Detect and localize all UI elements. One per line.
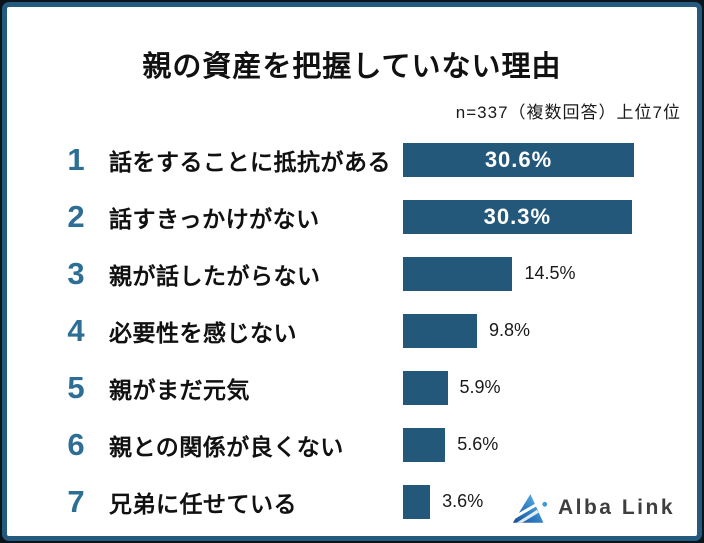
bar [403, 256, 513, 291]
value-label-outside: 5.6% [457, 434, 499, 454]
category-label: 話すきっかけがない [109, 205, 320, 232]
bar [403, 484, 431, 519]
chart-row: 3 親が話したがらない 14.5% [7, 245, 697, 302]
alba-link-logo: Alba Link [511, 492, 675, 524]
alba-link-logo-text: Alba Link [557, 496, 675, 519]
chart-row: 4 必要性を感じない 9.8% [7, 302, 697, 359]
rank-number: 2 [67, 198, 85, 234]
rank-number: 4 [67, 312, 85, 348]
category-label: 兄弟に任せている [109, 490, 297, 517]
bar [403, 313, 477, 348]
chart-row: 1 話をすることに抵抗がある 30.6% [7, 131, 697, 188]
bar-area: 14.5% [403, 256, 697, 291]
bar-chart: 1 話をすることに抵抗がある 30.6% 2 話すきっかけがない 30.3% 3… [7, 131, 697, 530]
page-title: 親の資産を把握していない理由 [142, 51, 562, 83]
rank-number: 5 [67, 369, 85, 405]
category-label: 話をすることに抵抗がある [109, 148, 391, 175]
rank-number: 7 [67, 483, 85, 519]
category-label: 親がまだ元気 [109, 376, 250, 403]
value-label-inside: 30.3% [483, 203, 552, 229]
value-label-outside: 14.5% [524, 263, 576, 283]
chart-row: 6 親との関係が良くない 5.6% [7, 416, 697, 473]
value-label-outside: 3.6% [442, 491, 484, 511]
value-label-inside: 30.6% [484, 146, 553, 172]
bar-area: 30.6% [403, 142, 697, 177]
rank-number: 1 [67, 141, 85, 177]
bar-area: 3.6% [403, 484, 697, 519]
rank-number: 6 [67, 426, 85, 462]
bar [403, 427, 446, 462]
chart-row: 5 親がまだ元気 5.9% [7, 359, 697, 416]
value-label-outside: 5.9% [459, 377, 501, 397]
category-label: 必要性を感じない [109, 319, 297, 346]
category-label: 親との関係が良くない [109, 433, 344, 460]
category-label: 親が話したがらない [109, 262, 321, 289]
bar-area: 30.3% [403, 199, 697, 234]
chart-row: 7 兄弟に任せている 3.6% [7, 473, 697, 530]
sample-size-note: n=337（複数回答）上位7位 [455, 103, 681, 122]
bar-area: 5.9% [403, 370, 697, 405]
bar: 30.3% [403, 199, 632, 234]
alba-link-triangle-icon [511, 492, 548, 524]
value-label-outside: 9.8% [488, 320, 531, 340]
rank-number: 3 [67, 255, 85, 291]
bar-area: 5.6% [403, 427, 697, 462]
bar [403, 370, 448, 405]
chart-row: 2 話すきっかけがない 30.3% [7, 188, 697, 245]
bar: 30.6% [403, 142, 635, 177]
bar-area: 9.8% [403, 313, 697, 348]
